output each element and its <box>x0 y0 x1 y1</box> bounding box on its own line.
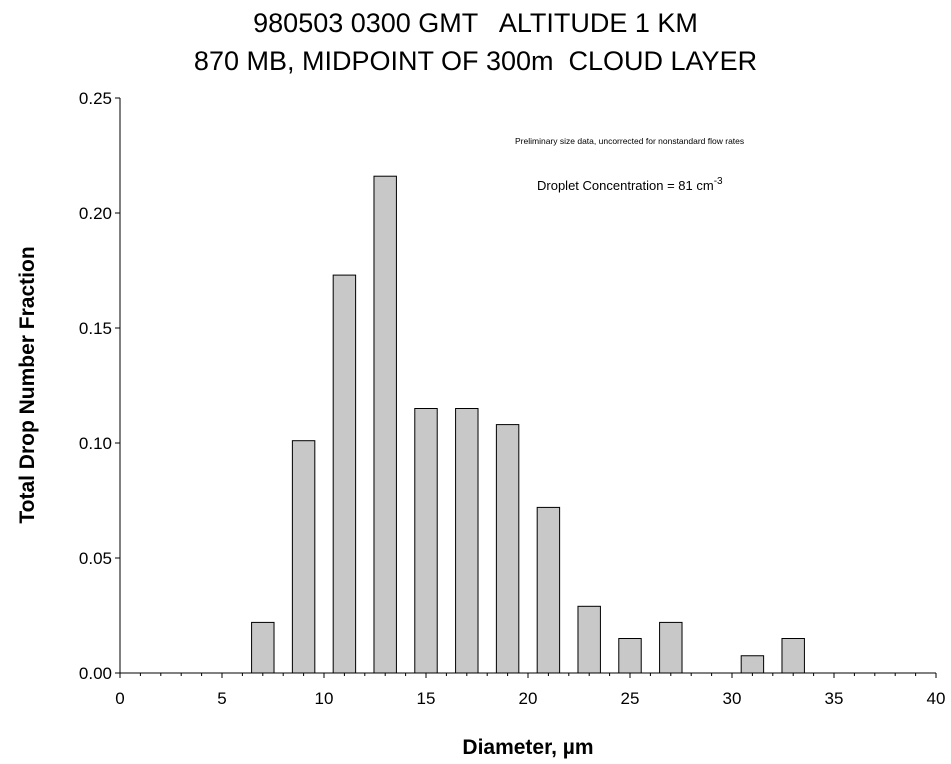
bar-19 <box>495 424 520 674</box>
bar-23 <box>577 605 601 674</box>
x-tick-label: 35 <box>825 689 844 708</box>
bars-layer <box>251 175 805 674</box>
bar-13 <box>373 175 397 674</box>
chart-subtitle: 870 MB, MIDPOINT OF 300m CLOUD LAYER <box>193 46 758 76</box>
concentration-text: Droplet Concentration = 81 cm <box>537 178 714 193</box>
bar-17 <box>455 408 479 674</box>
concentration-exponent: -3 <box>714 176 723 187</box>
bar-15 <box>414 408 438 674</box>
ticks-layer: 0.00 0.05 0.10 0.15 0.20 0.25 0 5 10 15 20 25 30 35 40 <box>79 89 946 708</box>
x-tick-label: 30 <box>723 689 742 708</box>
y-axis-title: Total Drop Number Fraction <box>16 246 39 523</box>
bar-11 <box>332 274 357 674</box>
x-tick-label: 10 <box>315 689 334 708</box>
y-tick-label: 0.20 <box>79 204 112 223</box>
bar-33 <box>781 638 805 674</box>
bar-27 <box>659 621 683 674</box>
y-tick-label: 0.15 <box>79 319 112 338</box>
x-axis-title: Diameter, µm <box>462 736 593 759</box>
x-tick-label: 20 <box>519 689 538 708</box>
concentration-annotation: Droplet Concentration = 81 cm-3 <box>537 176 723 193</box>
axes-layer <box>119 98 936 674</box>
x-tick-label: 15 <box>417 689 436 708</box>
bar-31 <box>740 655 765 674</box>
bar-25 <box>618 638 642 674</box>
x-tick-label: 0 <box>115 689 124 708</box>
y-tick-label: 0.25 <box>79 89 112 108</box>
bar-7 <box>251 621 275 674</box>
bar-21 <box>536 506 561 674</box>
data-note: Preliminary size data, uncorrected for n… <box>515 136 744 146</box>
y-tick-label: 0.00 <box>79 664 112 683</box>
y-tick-label: 0.05 <box>79 549 112 568</box>
x-tick-label: 5 <box>217 689 226 708</box>
x-tick-label: 25 <box>621 689 640 708</box>
bar-9 <box>291 440 316 674</box>
chart-title: 980503 0300 GMT ALTITUDE 1 KM <box>253 8 698 38</box>
y-tick-label: 0.10 <box>79 434 112 453</box>
x-tick-label: 40 <box>927 689 946 708</box>
